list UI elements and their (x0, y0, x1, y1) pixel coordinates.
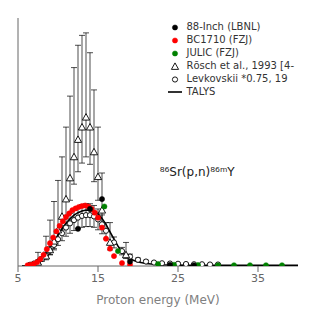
html-text:TALYS: TALYS (186, 86, 216, 97)
html-text:JULIC (FZJ): JULIC (FZJ) (186, 47, 239, 58)
svg-text:5: 5 (15, 272, 22, 285)
html-text:88-Inch (LBNL): 88-Inch (LBNL) (186, 21, 261, 32)
html-text:Rōsch et al., 1993 [4-: Rōsch et al., 1993 [4- (186, 60, 294, 71)
svg-text:35: 35 (251, 272, 265, 285)
html-text:BC1710 (FZJ): BC1710 (FZJ) (186, 34, 253, 45)
html-text:⁸⁶Sr(p,n)⁸⁶ᵐY: ⁸⁶Sr(p,n)⁸⁶ᵐY (159, 164, 235, 179)
html-text:Levkovskii *0.75, 19: Levkovskii *0.75, 19 (186, 73, 288, 84)
svg-text:15: 15 (91, 272, 105, 285)
svg-text:Proton energy (MeV): Proton energy (MeV) (96, 293, 219, 307)
svg-text:25: 25 (171, 272, 185, 285)
